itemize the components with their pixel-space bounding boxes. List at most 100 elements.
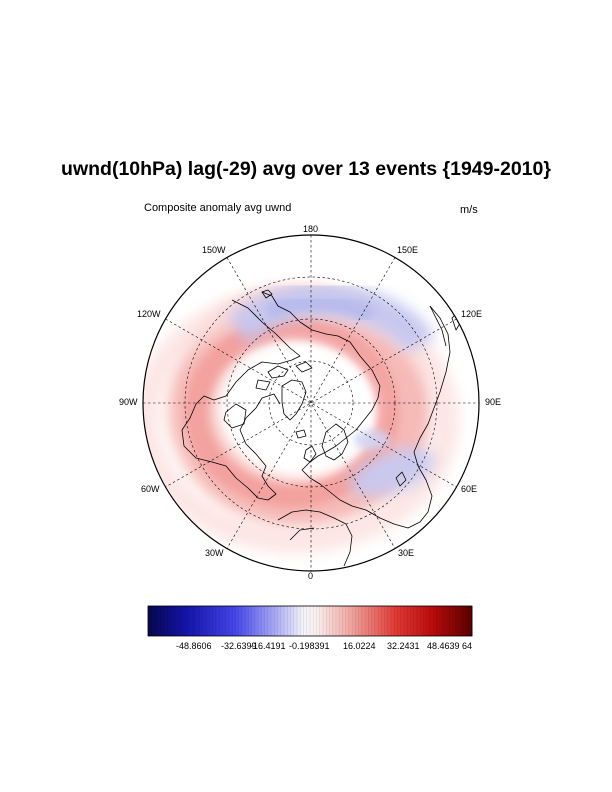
plot-title: uwnd(10hPa) lag(-29) avg over 13 events …	[61, 158, 551, 180]
colorbar-swatch	[442, 606, 447, 636]
colorbar-swatch	[264, 606, 269, 636]
negative-anomaly-europe-small	[354, 430, 390, 450]
colorbar-label: 32.2431	[387, 641, 420, 651]
colorbar-swatch	[219, 606, 223, 636]
colorbar-swatch	[335, 606, 340, 636]
colorbar-swatch	[400, 606, 405, 636]
colorbar-swatch	[212, 606, 217, 636]
graticule	[143, 235, 479, 571]
colorbar-swatch	[310, 606, 314, 636]
colorbar-swatch	[157, 606, 162, 636]
colorbar-swatch	[403, 606, 408, 636]
colorbar-swatch	[193, 606, 197, 636]
colorbar-swatch	[241, 606, 246, 636]
lon-label-180: 180	[303, 224, 319, 234]
colorbar-labels: -48.8606 -32.6399 -16.4191 -0.198391 16.…	[0, 641, 612, 655]
colorbar-label: 16.0224	[343, 641, 376, 651]
colorbar-swatch	[170, 606, 175, 636]
colorbar-swatch	[394, 606, 398, 636]
colorbar-swatch	[271, 606, 275, 636]
lon-label-120w: 120W	[137, 309, 161, 319]
colorbar-swatch	[339, 606, 343, 636]
colorbar-swatch	[329, 606, 333, 636]
colorbar-swatch	[248, 606, 252, 636]
colorbar-swatch	[384, 606, 389, 636]
colorbar-swatch	[358, 606, 363, 636]
colorbar-swatch	[238, 606, 243, 636]
colorbar-swatch	[420, 606, 424, 636]
polar-cap	[270, 364, 354, 440]
colorbar-swatch	[280, 606, 285, 636]
colorbar-label: 48.4639	[427, 641, 460, 651]
colorbar-swatch	[345, 606, 350, 636]
colorbar	[147, 605, 473, 637]
lon-label-60w: 60W	[141, 484, 160, 494]
lon-label-0: 0	[308, 571, 314, 581]
colorbar-swatch	[297, 606, 301, 636]
colorbar-swatch	[397, 606, 402, 636]
colorbar-swatch	[378, 606, 382, 636]
colorbar-swatch	[446, 606, 450, 636]
colorbar-swatch	[274, 606, 278, 636]
colorbar-swatch	[258, 606, 262, 636]
colorbar-swatch	[407, 606, 411, 636]
colorbar-swatch	[284, 606, 288, 636]
colorbar-border	[147, 605, 473, 637]
coastline-aleutian	[261, 289, 273, 299]
colorbar-swatch	[203, 606, 207, 636]
colorbar-swatch	[313, 606, 317, 636]
map-boundary	[142, 234, 480, 572]
colorbar-swatch	[229, 606, 233, 636]
positive-anomaly-core	[185, 317, 399, 507]
meridian-line	[226, 257, 396, 549]
colorbar-swatch	[436, 606, 440, 636]
colorbar-swatch	[319, 606, 324, 636]
colorbar-label: -32.6399	[221, 641, 257, 651]
colorbar-swatch	[167, 606, 171, 636]
colorbar-swatch	[322, 606, 327, 636]
coastline-africa	[277, 509, 353, 567]
colorbar-swatch	[416, 606, 421, 636]
coastline-caspian	[395, 471, 407, 487]
colorbar-swatch	[186, 606, 191, 636]
colorbar-swatch	[439, 606, 444, 636]
coastline-canada-islands	[255, 361, 313, 391]
colorbar-swatch	[303, 606, 308, 636]
colorbar-swatch	[164, 606, 168, 636]
colorbar-swatch	[455, 606, 460, 636]
colorbar-swatch	[173, 606, 178, 636]
colorbar-swatch	[196, 606, 201, 636]
lon-label-60e: 60E	[461, 484, 478, 494]
coastline-scandinavia	[321, 423, 349, 461]
colorbar-swatch	[160, 606, 165, 636]
colorbar-swatch	[391, 606, 395, 636]
coastline-north-america	[181, 299, 301, 501]
meridian-line	[165, 318, 457, 488]
colorbar-swatch	[387, 606, 392, 636]
colorbar-swatch	[332, 606, 337, 636]
colorbar-swatch	[235, 606, 240, 636]
lon-label-30e: 30E	[398, 548, 415, 558]
colorbar-swatch	[206, 606, 210, 636]
colorbar-swatch	[222, 606, 227, 636]
coastline-hudson-bay	[223, 403, 247, 429]
colorbar-swatch	[316, 606, 321, 636]
colorbar-swatch	[452, 606, 457, 636]
lon-label-90e: 90E	[485, 397, 502, 407]
colorbar-swatch	[429, 606, 434, 636]
colorbar-swatch	[254, 606, 259, 636]
colorbar-label: 64	[462, 641, 473, 651]
colorbar-swatch	[326, 606, 330, 636]
lon-label-150e: 150E	[397, 245, 419, 255]
colorbar-swatch	[151, 606, 155, 636]
meridian-line	[165, 318, 457, 488]
colorbar-swatch	[177, 606, 181, 636]
colorbar-swatch	[413, 606, 418, 636]
colorbar-swatch	[410, 606, 414, 636]
colorbar-swatch	[183, 606, 188, 636]
colorbar-swatch	[371, 606, 376, 636]
colorbar-swatch	[423, 606, 427, 636]
colorbar-swatch	[449, 606, 453, 636]
colorbar-swatch	[154, 606, 159, 636]
